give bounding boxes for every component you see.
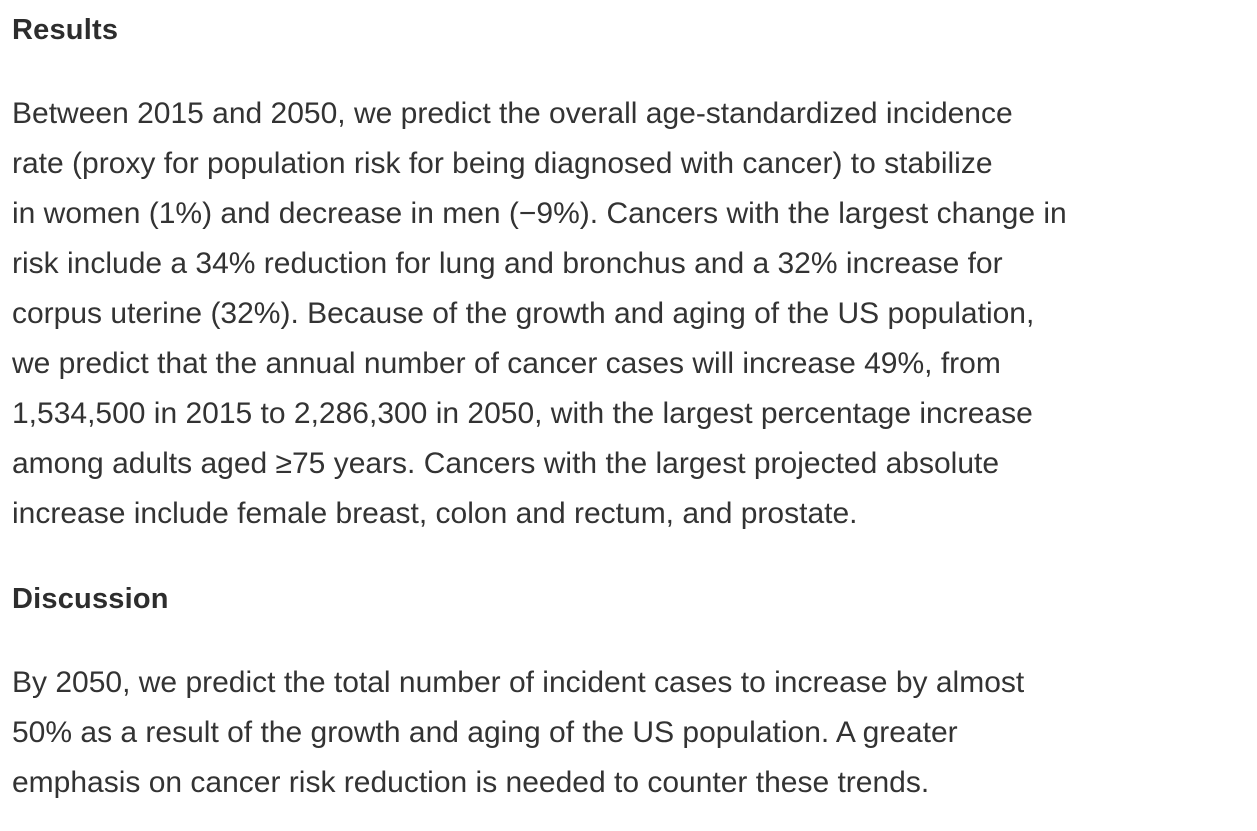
section-results: Results Between 2015 and 2050, we predic…: [12, 12, 1245, 539]
results-heading: Results: [12, 14, 119, 46]
results-paragraph: Between 2015 and 2050, we predict the ov…: [12, 97, 1067, 530]
discussion-paragraph: By 2050, we predict the total number of …: [12, 666, 1025, 799]
abstract-body: Results Between 2015 and 2050, we predic…: [12, 12, 1245, 808]
discussion-heading: Discussion: [12, 583, 169, 615]
section-discussion: Discussion By 2050, we predict the total…: [12, 581, 1245, 808]
